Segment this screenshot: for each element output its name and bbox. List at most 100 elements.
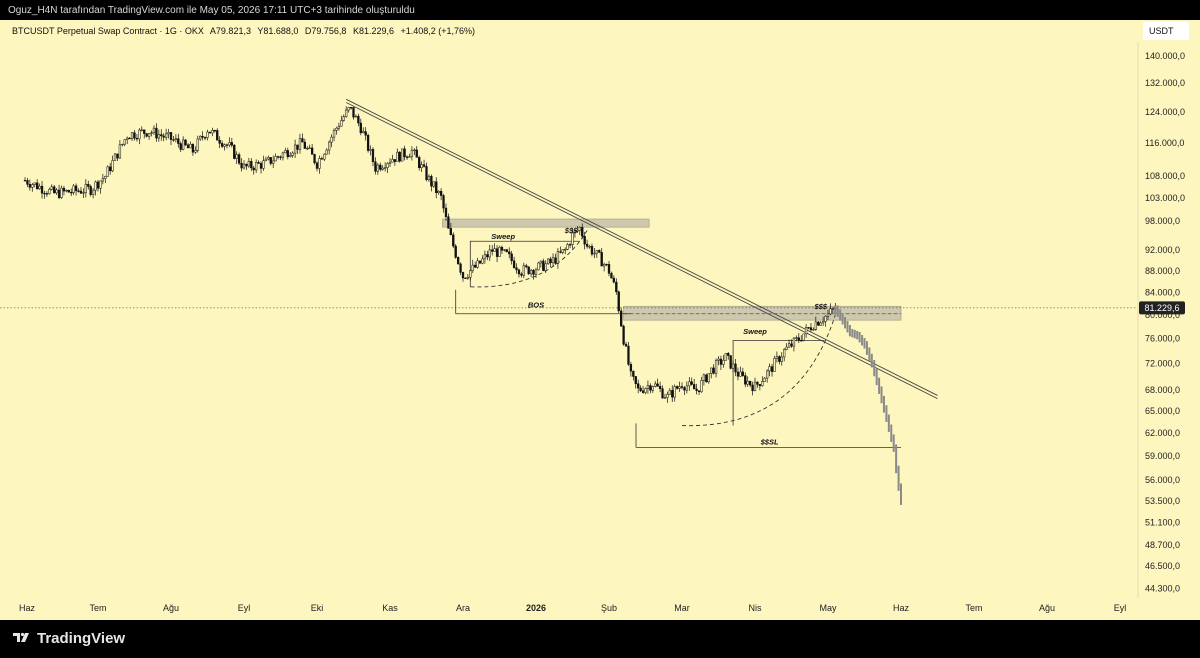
candle[interactable] [812,327,815,331]
projected-candle[interactable] [861,335,864,346]
candle[interactable] [230,137,233,148]
candle[interactable] [498,245,501,257]
candle[interactable] [118,140,122,159]
candle[interactable] [179,141,182,153]
candle[interactable] [610,271,613,279]
candle[interactable] [695,383,698,395]
candle[interactable] [376,163,379,175]
candle[interactable] [615,278,618,295]
candle[interactable] [500,245,504,254]
candle[interactable] [527,266,530,275]
candle[interactable] [595,250,598,258]
candle[interactable] [157,129,160,142]
candle[interactable] [683,386,686,395]
candle[interactable] [627,342,630,366]
candle[interactable] [831,307,835,315]
candle[interactable] [551,253,555,267]
candle[interactable] [731,359,735,373]
candle[interactable] [89,184,92,197]
candle[interactable] [67,189,70,193]
candle[interactable] [143,129,146,139]
candle[interactable] [310,144,314,155]
candle[interactable] [797,333,800,344]
candle[interactable] [724,353,727,361]
candle[interactable] [581,223,584,240]
candle[interactable] [267,155,270,161]
candle[interactable] [289,151,292,158]
candle[interactable] [55,188,58,195]
candle[interactable] [216,128,219,141]
candle[interactable] [598,249,601,254]
candle[interactable] [169,131,173,146]
candle[interactable] [220,140,224,149]
candle[interactable] [829,303,832,316]
projected-candle[interactable] [875,368,878,386]
candle[interactable] [685,381,689,394]
candle[interactable] [826,309,830,321]
candle[interactable] [566,242,569,251]
trendline-upper[interactable] [345,98,938,396]
candle[interactable] [483,250,487,264]
candle[interactable] [712,364,715,375]
candle[interactable] [522,262,525,279]
candle[interactable] [452,232,455,249]
candle[interactable] [700,376,703,393]
candle[interactable] [315,161,319,172]
currency-selector[interactable]: USDT [1143,22,1189,40]
rounded-base-arc[interactable] [681,314,836,426]
candle[interactable] [396,148,399,162]
candle[interactable] [99,180,102,194]
candle[interactable] [559,246,562,254]
candle[interactable] [164,128,168,141]
candle[interactable] [26,177,29,188]
candle[interactable] [515,263,518,274]
projected-candle[interactable] [834,305,837,313]
candle[interactable] [345,106,348,118]
annotation-label[interactable]: Sweep [491,232,515,241]
candle[interactable] [53,184,56,194]
candle[interactable] [403,145,406,161]
candle[interactable] [666,391,669,403]
candle[interactable] [357,113,360,127]
candle[interactable] [632,370,635,381]
projected-candle[interactable] [870,353,873,368]
candle[interactable] [766,369,769,383]
candle[interactable] [250,158,253,172]
candle[interactable] [342,114,345,122]
projected-candle[interactable] [900,483,902,505]
candle[interactable] [629,361,633,377]
candle[interactable] [792,337,796,352]
candle[interactable] [824,315,827,327]
candle[interactable] [218,136,221,149]
candle[interactable] [668,388,671,395]
candle[interactable] [242,160,246,170]
candle[interactable] [719,355,723,371]
candle[interactable] [366,133,370,153]
candle[interactable] [340,115,343,127]
candle[interactable] [607,260,611,277]
candle[interactable] [330,134,333,148]
candle[interactable] [284,147,287,154]
candle[interactable] [454,244,457,259]
projected-candle[interactable] [887,414,890,432]
candle[interactable] [544,260,547,273]
symbol-name[interactable]: BTCUSDT Perpetual Swap Contract · 1G · O… [12,26,204,36]
candle[interactable] [121,143,124,147]
candle[interactable] [257,160,260,164]
candle[interactable] [427,174,431,182]
candle[interactable] [751,381,754,396]
candle[interactable] [23,177,27,182]
candle[interactable] [208,131,212,134]
candle[interactable] [646,380,650,394]
candle[interactable] [466,274,470,280]
candle[interactable] [663,393,667,399]
candle[interactable] [564,247,567,255]
candle[interactable] [379,162,382,172]
candle[interactable] [761,376,764,387]
candle[interactable] [177,133,180,148]
candle[interactable] [622,324,625,346]
candle[interactable] [31,183,34,192]
candle[interactable] [296,144,299,155]
projected-candle[interactable] [897,465,900,491]
